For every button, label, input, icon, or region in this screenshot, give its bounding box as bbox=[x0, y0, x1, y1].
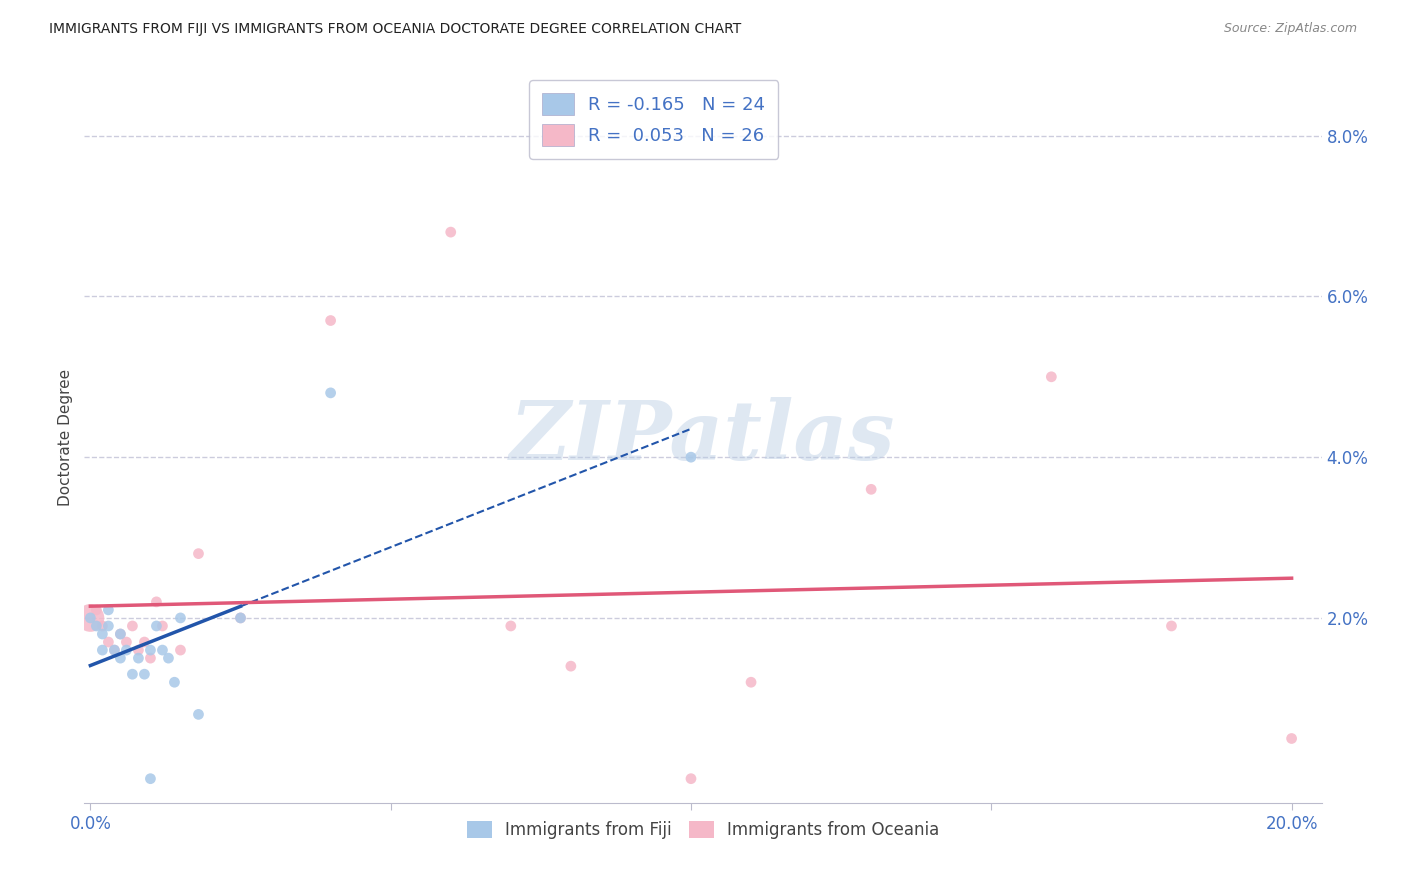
Point bbox=[139, 643, 162, 657]
Point bbox=[86, 619, 108, 633]
Point bbox=[91, 627, 114, 641]
Point bbox=[163, 675, 186, 690]
Point bbox=[127, 643, 149, 657]
Point bbox=[110, 627, 132, 641]
Text: IMMIGRANTS FROM FIJI VS IMMIGRANTS FROM OCEANIA DOCTORATE DEGREE CORRELATION CHA: IMMIGRANTS FROM FIJI VS IMMIGRANTS FROM … bbox=[49, 22, 741, 37]
Point bbox=[115, 635, 138, 649]
Point bbox=[121, 619, 143, 633]
Point bbox=[134, 667, 156, 681]
Point bbox=[187, 547, 209, 561]
Point bbox=[139, 772, 162, 786]
Point bbox=[79, 611, 101, 625]
Point bbox=[679, 772, 702, 786]
Point bbox=[152, 619, 174, 633]
Point bbox=[440, 225, 463, 239]
Point bbox=[157, 651, 180, 665]
Point bbox=[1040, 369, 1063, 384]
Point bbox=[103, 643, 125, 657]
Legend: Immigrants from Fiji, Immigrants from Oceania: Immigrants from Fiji, Immigrants from Oc… bbox=[460, 814, 946, 846]
Point bbox=[145, 619, 167, 633]
Point bbox=[145, 595, 167, 609]
Point bbox=[97, 635, 120, 649]
Point bbox=[115, 643, 138, 657]
Point bbox=[134, 635, 156, 649]
Point bbox=[169, 611, 191, 625]
Point bbox=[97, 603, 120, 617]
Point bbox=[229, 611, 252, 625]
Point bbox=[86, 603, 108, 617]
Point bbox=[860, 483, 883, 497]
Point bbox=[91, 619, 114, 633]
Point bbox=[103, 643, 125, 657]
Point bbox=[127, 651, 149, 665]
Point bbox=[169, 643, 191, 657]
Point bbox=[679, 450, 702, 465]
Point bbox=[1160, 619, 1182, 633]
Point bbox=[319, 385, 342, 400]
Point bbox=[740, 675, 762, 690]
Y-axis label: Doctorate Degree: Doctorate Degree bbox=[58, 368, 73, 506]
Point bbox=[1281, 731, 1303, 746]
Point bbox=[97, 619, 120, 633]
Point bbox=[139, 651, 162, 665]
Point bbox=[152, 643, 174, 657]
Point bbox=[79, 611, 101, 625]
Point bbox=[91, 643, 114, 657]
Point bbox=[110, 651, 132, 665]
Point bbox=[110, 627, 132, 641]
Point bbox=[229, 611, 252, 625]
Point bbox=[560, 659, 582, 673]
Point bbox=[319, 313, 342, 327]
Point bbox=[121, 667, 143, 681]
Point bbox=[187, 707, 209, 722]
Point bbox=[499, 619, 522, 633]
Text: ZIPatlas: ZIPatlas bbox=[510, 397, 896, 477]
Text: Source: ZipAtlas.com: Source: ZipAtlas.com bbox=[1223, 22, 1357, 36]
